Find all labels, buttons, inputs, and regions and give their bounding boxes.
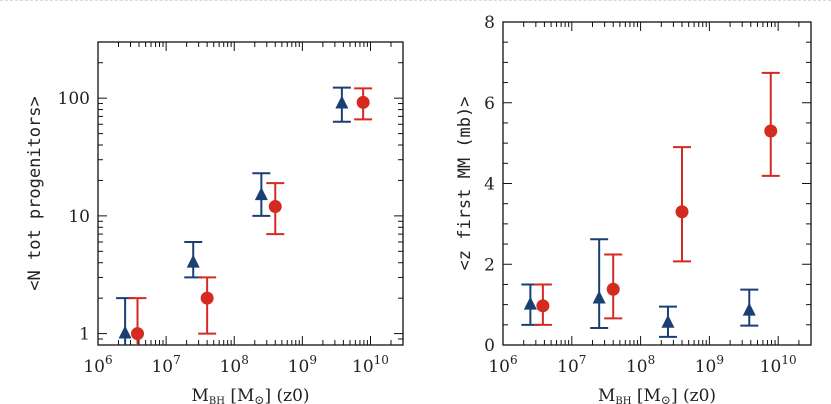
chart1-x-tick-label: 1010 — [352, 353, 389, 377]
red-circles-point — [764, 124, 778, 138]
chart1-x-axis-label-sun: ⊙ — [254, 393, 264, 404]
chart1-x-tick-exp: 6 — [105, 353, 113, 367]
chart1-x-tick-base: 10 — [151, 357, 173, 377]
chart1-x-tick-label: 107 — [151, 353, 180, 377]
blue-triangles-point — [118, 325, 132, 339]
chart2-x-tick-label: 108 — [626, 353, 655, 377]
blue-triangles-point — [254, 187, 268, 201]
chart2-x-tick-label: 107 — [557, 353, 586, 377]
chart2-x-axis-label-main: M — [598, 386, 615, 404]
chart2-x-tick-label: 106 — [488, 353, 517, 377]
blue-triangles-point — [335, 95, 349, 109]
blue-triangles-point — [523, 296, 537, 310]
chart2-y-tick-label: 8 — [484, 13, 495, 33]
chart2-y-tick-label: 6 — [484, 94, 495, 114]
chart2-y-tick-label: 4 — [484, 175, 495, 195]
chart2-x-tick-exp: 8 — [648, 353, 656, 367]
chart2-x-tick-base: 10 — [488, 357, 510, 377]
chart2-x-tick-exp: 6 — [510, 353, 518, 367]
blue-triangles-point — [661, 314, 675, 328]
chart2-x-axis-label-bracket: [M — [631, 386, 660, 404]
top-dashed-border — [0, 0, 831, 1]
chart1-x-tick-base: 10 — [288, 357, 310, 377]
chart2-x-axis-label-sun: ⊙ — [661, 393, 671, 404]
chart2-x-tick-base: 10 — [695, 357, 717, 377]
red-circles-point — [130, 327, 144, 341]
chart1-x-tick-exp: 7 — [173, 353, 181, 367]
chart2-y-axis-label: <z first MM (mb)> — [455, 97, 475, 271]
chart2-y-tick-label: 2 — [484, 255, 495, 275]
chart2-x-tick-base: 10 — [557, 357, 579, 377]
chart2-x-tick-label: 109 — [695, 353, 724, 377]
chart1-y-tick-label: 100 — [58, 89, 90, 109]
chart2-x-tick-exp: 7 — [579, 353, 587, 367]
chart1-y-axis-label: <N tot progenitors> — [25, 96, 45, 290]
chart2-x-tick-base: 10 — [626, 357, 648, 377]
chart2-plot-frame — [502, 21, 812, 346]
chart1-x-tick-exp: 10 — [374, 353, 389, 367]
chart2-x-tick-exp: 9 — [716, 353, 724, 367]
chart1-x-tick-base: 10 — [83, 357, 105, 377]
red-circles-point — [200, 291, 214, 305]
chart1-x-tick-label: 108 — [220, 353, 249, 377]
blue-triangles-point — [592, 290, 606, 304]
red-circles-point — [675, 205, 689, 219]
chart1-x-axis-label-tail: ] (z0) — [264, 386, 309, 404]
chart1-y-tick-label: 10 — [68, 207, 90, 227]
blue-triangles-point — [742, 302, 756, 316]
chart2-y-tick-label: 0 — [484, 336, 495, 356]
chart2-x-axis-label: MBH [M⊙] (z0) — [598, 386, 716, 404]
chart1-x-axis-label: MBH [M⊙] (z0) — [191, 386, 309, 404]
chart1-x-tick-base: 10 — [220, 357, 242, 377]
chart1-x-tick-exp: 9 — [309, 353, 317, 367]
chart1-x-axis-label-bracket: [M — [225, 386, 254, 404]
chart1-x-axis-label-sub: BH — [209, 396, 225, 404]
blue-triangles-point — [186, 254, 200, 268]
chart1-x-tick-label: 106 — [83, 353, 112, 377]
chart1-x-tick-label: 109 — [288, 353, 317, 377]
chart2-x-axis-label-tail: ] (z0) — [671, 386, 716, 404]
chart2-x-tick-label: 1010 — [760, 353, 797, 377]
red-circles-point — [268, 200, 282, 214]
red-circles-point — [606, 282, 620, 296]
chart2-x-axis-label-sub: BH — [615, 396, 631, 404]
chart1-x-axis-label-main: M — [191, 386, 208, 404]
red-circles-point — [356, 95, 370, 109]
red-circles-point — [536, 299, 550, 313]
chart2-x-tick-exp: 10 — [781, 353, 796, 367]
chart1-x-tick-exp: 8 — [241, 353, 249, 367]
chart1-plot-frame — [97, 41, 404, 346]
chart2-x-tick-base: 10 — [760, 357, 782, 377]
chart1-y-tick-label: 1 — [79, 325, 90, 345]
chart1-x-tick-base: 10 — [352, 357, 374, 377]
